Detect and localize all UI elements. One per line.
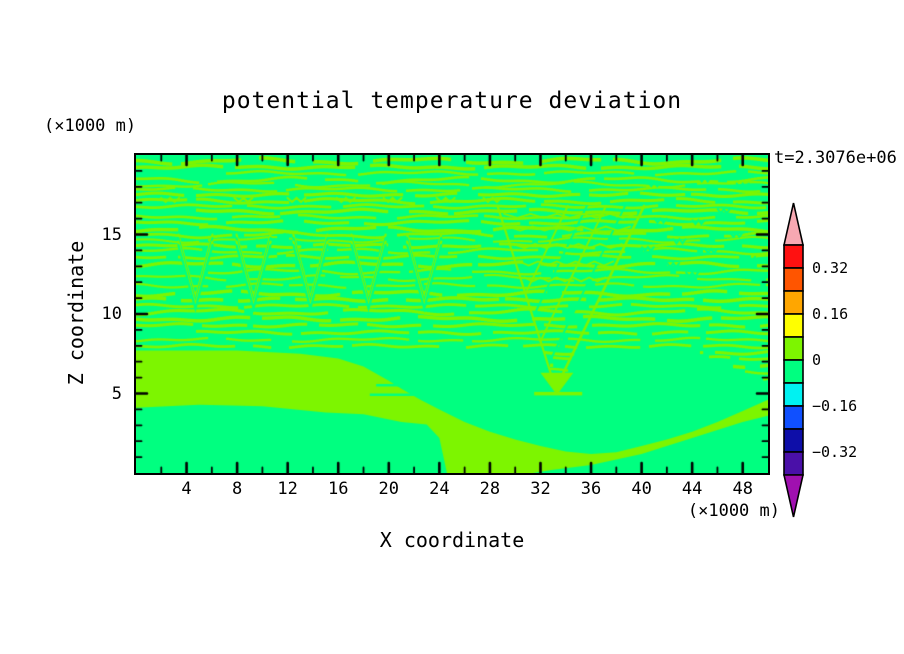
colorbar-segment <box>783 451 804 476</box>
colorbar-label: −0.32 <box>812 443 858 461</box>
colorbar <box>782 202 805 518</box>
colorbar-segment <box>783 382 804 407</box>
y-tick-label: 10 <box>101 304 122 324</box>
x-tick-label: 24 <box>429 479 450 499</box>
plot-title: potential temperature deviation <box>221 88 683 114</box>
x-tick-label: 44 <box>681 479 703 499</box>
colorbar-segment <box>783 290 804 315</box>
x-axis-unit-label: (×1000 m) <box>687 501 780 521</box>
colorbar-label: −0.16 <box>812 397 858 415</box>
x-axis-label: X coordinate <box>379 528 525 552</box>
contour-field <box>136 155 768 473</box>
colorbar-segment <box>783 244 804 269</box>
colorbar-segment <box>783 405 804 430</box>
z-axis-unit-label: (×1000 m) <box>44 116 137 136</box>
colorbar-label: 0.32 <box>812 259 849 277</box>
x-tick-label: 48 <box>732 479 753 499</box>
x-tick-label: 28 <box>479 479 501 499</box>
y-tick-label: 15 <box>101 224 122 245</box>
x-tick-label: 32 <box>530 479 551 499</box>
y-tick-label: 5 <box>111 383 122 404</box>
x-tick-label: 4 <box>181 479 192 499</box>
colorbar-segment <box>783 336 804 361</box>
x-tick-label: 36 <box>580 479 602 499</box>
plot-frame <box>134 153 770 475</box>
x-tick-label: 12 <box>277 479 298 499</box>
time-annotation: t=2.3076e+06 <box>774 148 897 168</box>
colorbar-label: 0.16 <box>812 305 849 323</box>
colorbar-segment <box>783 359 804 384</box>
colorbar-arrow-top <box>782 202 805 246</box>
colorbar-arrow-bottom <box>782 474 805 518</box>
x-tick-label: 40 <box>631 479 652 499</box>
x-tick-label: 16 <box>327 479 349 499</box>
colorbar-label: 0 <box>812 351 822 369</box>
colorbar-segment <box>783 267 804 292</box>
colorbar-segment <box>783 428 804 453</box>
x-tick-label: 20 <box>378 479 400 499</box>
colorbar-segment <box>783 313 804 338</box>
x-tick-label: 8 <box>231 479 243 499</box>
